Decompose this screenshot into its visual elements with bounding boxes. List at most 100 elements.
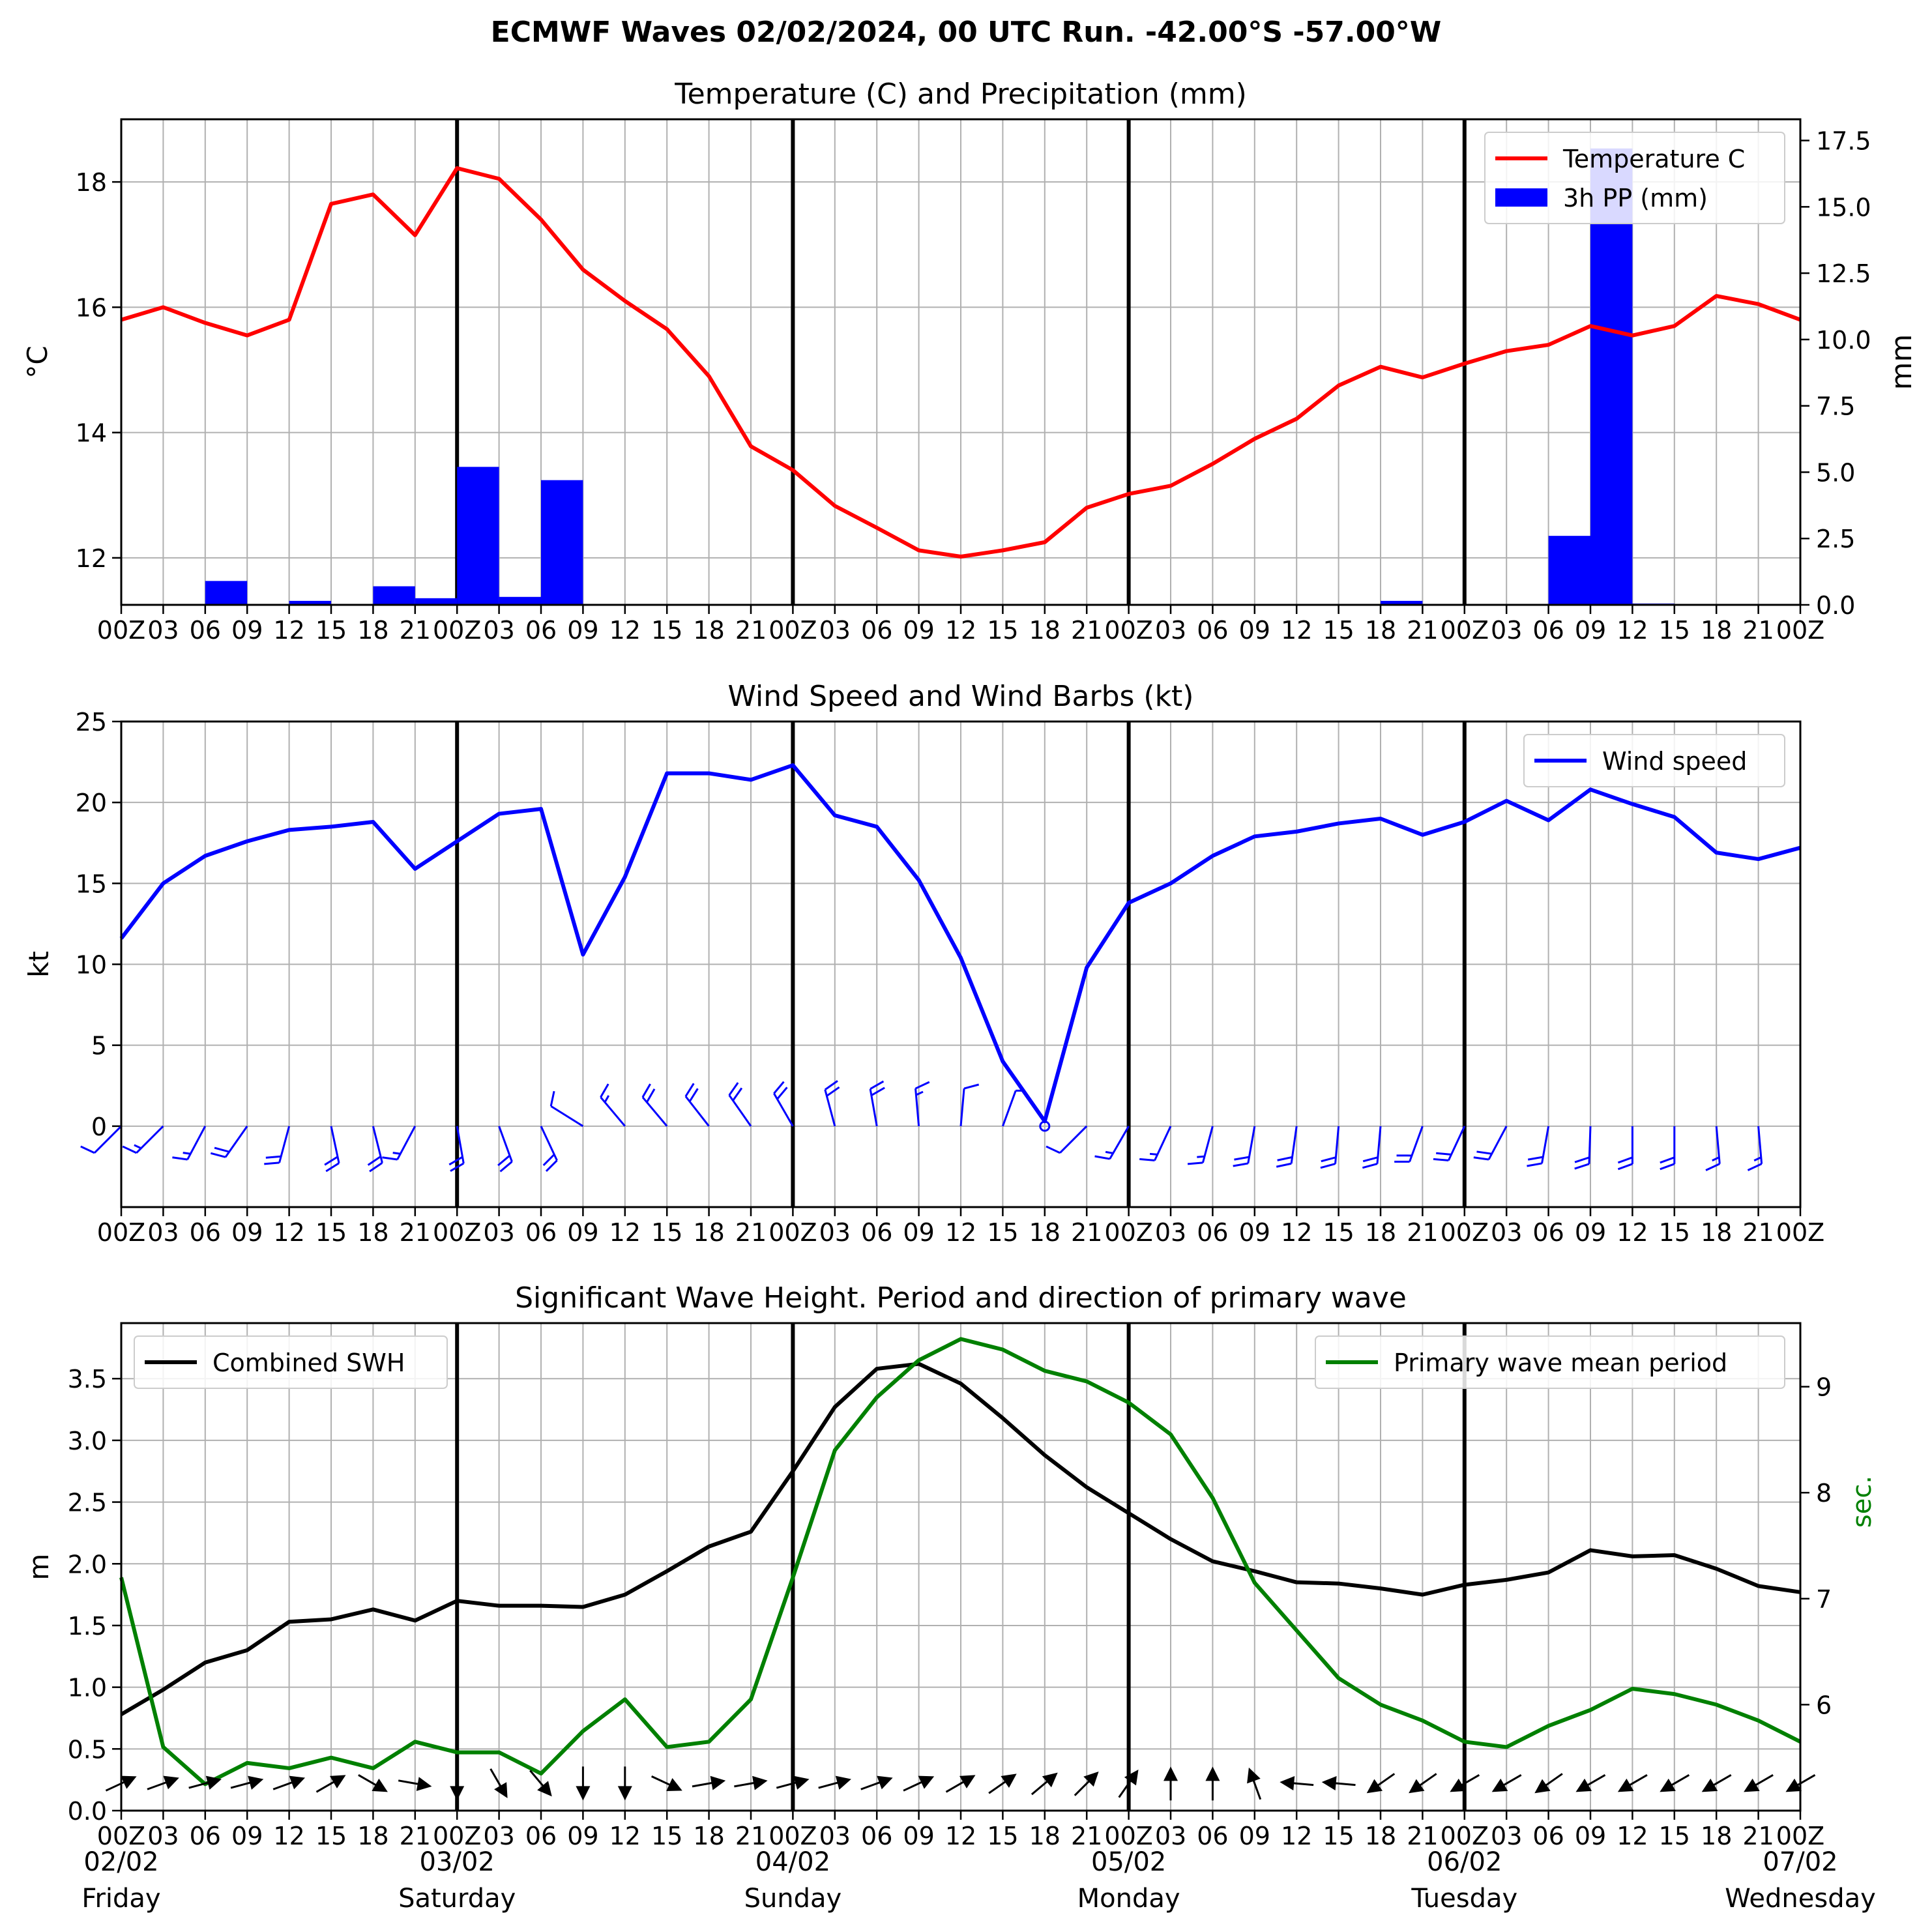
wind-barb (728, 1082, 752, 1127)
y-tick-label: 2.5 (68, 1489, 107, 1517)
x-tick-label: 15 (1659, 1822, 1690, 1850)
x-tick-label: 12 (609, 1822, 641, 1850)
x-tick-label: 03 (147, 1822, 179, 1850)
x-tick-label: 03 (1491, 616, 1522, 645)
wind-barb-half-feather (604, 1095, 610, 1103)
wind-barb (1747, 1126, 1763, 1171)
x-tick-label: 18 (1365, 1822, 1396, 1850)
wind-barb-feather (1234, 1156, 1250, 1161)
wave-direction-arrow (1744, 1774, 1774, 1792)
wave-direction-arrow (529, 1770, 552, 1797)
precip-bar (1548, 536, 1590, 605)
wind-barb-shaft (93, 1125, 123, 1154)
wind-barb-feather (1094, 1155, 1110, 1160)
wind-barb (1617, 1126, 1633, 1171)
x-tick-label: 06 (1532, 1218, 1564, 1247)
wind-barb-feather (1660, 1163, 1675, 1171)
wind-barb (382, 1126, 417, 1161)
x-tick-label: 21 (1742, 616, 1774, 645)
x-tick-label: 09 (903, 1218, 934, 1247)
wind-barb-feather (549, 1090, 555, 1107)
x-tick-label: 21 (1071, 1822, 1102, 1850)
legend-label: Combined SWH (212, 1349, 405, 1377)
wave-direction-arrow (1074, 1771, 1099, 1796)
x-tick-label: 12 (1281, 1822, 1312, 1850)
wave-direction-arrow (1280, 1776, 1314, 1790)
day-name-label: Monday (1077, 1884, 1180, 1914)
wind-barb-feather (1473, 1156, 1489, 1161)
wave-direction-arrow (105, 1775, 137, 1792)
wind-barb-feather (448, 1156, 463, 1166)
wind-barb-shaft (959, 1088, 965, 1126)
arrow-head (1124, 1770, 1139, 1786)
figure-suptitle: ECMWF Waves 02/02/2024, 00 UTC Run. -42.… (491, 16, 1442, 49)
x-tick-label: 09 (1575, 1822, 1606, 1850)
arrow-head (752, 1775, 768, 1790)
wind-barb-feather (265, 1155, 282, 1159)
precip-bar (457, 467, 499, 605)
x-tick-label: 00Z (768, 1218, 817, 1247)
x-tick-label: 18 (693, 1218, 724, 1247)
wind-barb-feather (600, 1083, 609, 1098)
arrow-head (1660, 1778, 1676, 1792)
arrow-head (494, 1782, 508, 1798)
wind-barb (1233, 1126, 1256, 1167)
x-tick-label: 00Z (768, 1822, 817, 1850)
arrow-head (835, 1775, 851, 1790)
wind-barb (540, 1126, 558, 1173)
y-tick-label: 14 (76, 419, 107, 448)
x-tick-label: 18 (1029, 1218, 1061, 1247)
legend-box (1523, 734, 1785, 787)
y-tick-label: 0.5 (68, 1735, 107, 1764)
day-date-label: 05/02 (1091, 1847, 1166, 1877)
wind-barb-feather (728, 1082, 739, 1096)
y2-tick-label: 17.5 (1816, 127, 1871, 156)
arrow-head (918, 1775, 935, 1789)
plot-frame (120, 1322, 1802, 1812)
x-tick-label: 00Z (768, 616, 817, 645)
x-tick-label: 03 (483, 616, 514, 645)
y-tick-label: 1.5 (68, 1612, 107, 1641)
y-tick-label: 25 (76, 708, 107, 737)
precip-bar (415, 598, 458, 605)
x-tick-label: 12 (945, 1822, 976, 1850)
panel-title: Wind Speed and Wind Barbs (kt) (728, 680, 1194, 713)
x-tick-label: 06 (1532, 616, 1564, 645)
x-tick-label: 00Z (1776, 616, 1824, 645)
x-tick-label: 15 (315, 1218, 347, 1247)
wind-speed-line (119, 763, 1801, 1124)
arrow-head (1701, 1778, 1718, 1792)
y2-tick-label: 9 (1816, 1373, 1832, 1402)
wind-barb-feather (214, 1146, 230, 1153)
x-tick-label: 12 (273, 616, 304, 645)
arrow-head (1001, 1773, 1017, 1788)
y2-tick-label: 15.0 (1816, 193, 1871, 222)
wind-barb (549, 1090, 584, 1128)
x-tick-label: 00Z (433, 616, 481, 645)
wind-barb (497, 1126, 513, 1173)
x-tick-label: 15 (651, 1822, 682, 1850)
x-tick-label: 15 (1659, 616, 1690, 645)
wind-barb-feather (1139, 1158, 1155, 1161)
arrow-head (416, 1777, 432, 1791)
arrow-head (877, 1775, 893, 1790)
x-tick-label: 09 (567, 616, 598, 645)
wind-barb-feather (499, 1161, 513, 1173)
wind-barb-feather (732, 1087, 743, 1102)
wind-barb-feather (773, 1081, 785, 1094)
x-tick-label: 12 (945, 1218, 976, 1247)
x-tick-label: 06 (1197, 616, 1228, 645)
legend-swatch-bar (1495, 188, 1547, 207)
x-tick-label: 21 (400, 616, 431, 645)
wave-direction-arrow (1617, 1774, 1648, 1792)
y-tick-label: 3.5 (68, 1365, 107, 1393)
wave-direction-arrow (692, 1775, 726, 1790)
x-tick-label: 00Z (97, 616, 145, 645)
y2-tick-label: 5.0 (1816, 458, 1855, 487)
temperature-line (121, 166, 1802, 559)
arrow-head (1280, 1776, 1295, 1790)
wind-barb-half-feather (1712, 1156, 1720, 1161)
x-tick-label: 06 (861, 1822, 892, 1850)
wave-direction-arrow (1409, 1773, 1437, 1794)
x-tick-label: 21 (735, 1218, 767, 1247)
